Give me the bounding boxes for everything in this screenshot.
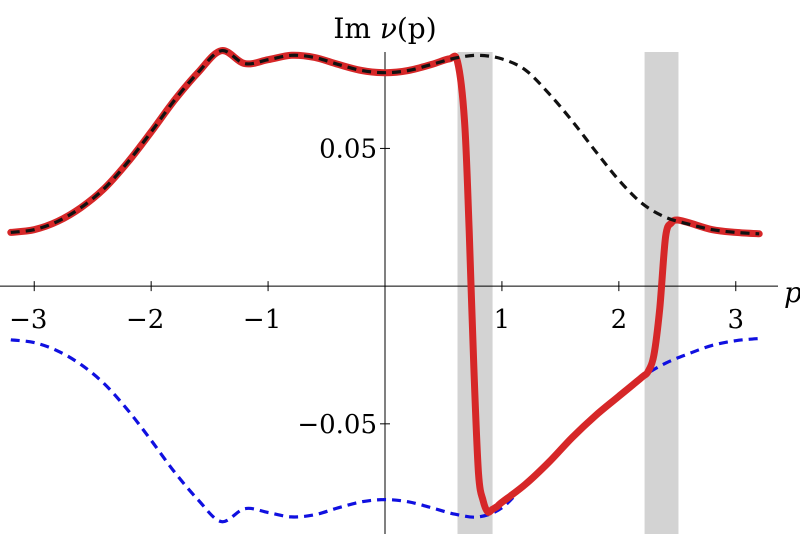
x-tick-label-2: 2 bbox=[611, 305, 628, 335]
x-tick-label--1: −1 bbox=[243, 305, 281, 335]
chart-title: Im ν(p) bbox=[333, 12, 436, 45]
axes bbox=[0, 52, 778, 534]
title-nu: ν bbox=[380, 12, 397, 45]
series-group bbox=[7, 47, 763, 524]
x-tick-label--3: −3 bbox=[9, 305, 47, 335]
x-tick-label-3: 3 bbox=[727, 305, 744, 335]
title-prefix: Im bbox=[333, 12, 380, 45]
x-tick-label--2: −2 bbox=[126, 305, 164, 335]
shaded-bands bbox=[457, 52, 679, 534]
x-tick-label-1: 1 bbox=[494, 305, 511, 335]
x-axis-label: p bbox=[784, 276, 800, 309]
series-line-dashed-black bbox=[10, 49, 760, 236]
series-line-dashed-blue bbox=[10, 336, 760, 524]
title-suffix: (p) bbox=[397, 12, 437, 45]
ticks: −3 −2 −1 1 2 3 0.05 −0.05 bbox=[9, 134, 744, 439]
y-tick-label-0: 0.05 bbox=[319, 134, 377, 164]
y-tick-label-1: −0.05 bbox=[297, 410, 377, 440]
